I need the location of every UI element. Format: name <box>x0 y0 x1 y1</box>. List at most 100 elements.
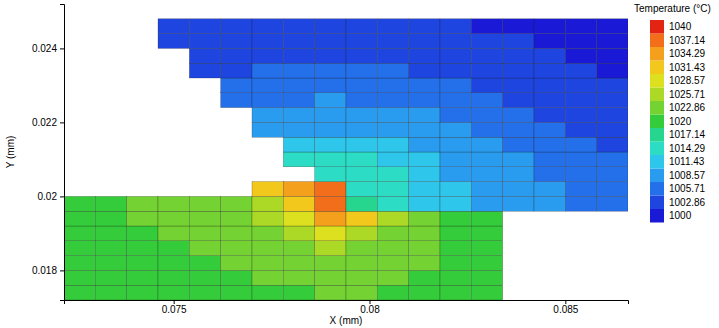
cell <box>471 19 502 34</box>
cell <box>534 93 565 108</box>
cell <box>315 137 346 152</box>
cell <box>565 34 596 49</box>
cell <box>283 256 314 271</box>
cell <box>409 93 440 108</box>
color-bar-box <box>650 34 664 48</box>
cell <box>64 256 95 271</box>
cell <box>471 167 502 182</box>
cell <box>565 93 596 108</box>
color-bar-box <box>650 115 664 129</box>
cell <box>409 241 440 256</box>
y-axis-title: Y (mm) <box>5 136 16 169</box>
cell <box>189 19 220 34</box>
cell <box>409 182 440 197</box>
cell <box>127 241 158 256</box>
cell <box>64 196 95 211</box>
cell <box>346 93 377 108</box>
cell <box>158 196 189 211</box>
cell <box>597 19 628 34</box>
cell <box>471 211 502 226</box>
cell <box>409 285 440 300</box>
cell <box>252 48 283 63</box>
cell <box>440 256 471 271</box>
cell <box>64 241 95 256</box>
cell <box>189 285 220 300</box>
cell <box>283 122 314 137</box>
cell <box>503 48 534 63</box>
cell <box>565 122 596 137</box>
color-bar-box <box>650 20 664 34</box>
cell <box>440 152 471 167</box>
cell <box>95 211 126 226</box>
cell <box>189 34 220 49</box>
cell <box>534 137 565 152</box>
color-bar-label: 1028.57 <box>669 75 706 86</box>
cell <box>440 241 471 256</box>
cell <box>565 196 596 211</box>
cell <box>221 211 252 226</box>
cell <box>409 211 440 226</box>
cell <box>409 19 440 34</box>
y-tick-label: 0.022 <box>32 117 57 128</box>
cell <box>503 152 534 167</box>
color-bar-box <box>650 195 664 209</box>
cell <box>315 78 346 93</box>
cell <box>597 167 628 182</box>
cell <box>346 152 377 167</box>
cell <box>377 226 408 241</box>
cell <box>440 63 471 78</box>
cell <box>409 256 440 271</box>
cell <box>440 226 471 241</box>
cell <box>283 226 314 241</box>
cell <box>503 19 534 34</box>
cell <box>346 137 377 152</box>
color-bar-label: 1037.14 <box>669 35 706 46</box>
cell <box>440 19 471 34</box>
cell <box>158 256 189 271</box>
cell <box>440 285 471 300</box>
color-bar-box <box>650 60 664 74</box>
cell <box>95 270 126 285</box>
cell <box>346 285 377 300</box>
x-tick: 0.075 <box>162 300 187 315</box>
cell <box>221 196 252 211</box>
cell <box>377 152 408 167</box>
y-tick-mark <box>60 270 64 271</box>
color-bar-box <box>650 141 664 155</box>
cell <box>565 167 596 182</box>
cell <box>597 34 628 49</box>
cell <box>283 108 314 123</box>
x-axis-line <box>65 301 629 305</box>
y-axis: 0.0180.020.0220.024 <box>32 5 65 301</box>
cell <box>503 196 534 211</box>
cell <box>283 196 314 211</box>
cell <box>440 270 471 285</box>
cell <box>283 211 314 226</box>
cell <box>534 63 565 78</box>
color-bar-box <box>650 47 664 61</box>
cell <box>283 285 314 300</box>
cell <box>534 108 565 123</box>
color-bar-label: 1000 <box>669 210 692 221</box>
cell <box>221 93 252 108</box>
cell <box>315 63 346 78</box>
cell <box>252 108 283 123</box>
cell <box>252 285 283 300</box>
cell <box>534 152 565 167</box>
cell <box>565 63 596 78</box>
cell <box>377 270 408 285</box>
cell <box>503 63 534 78</box>
cell <box>377 34 408 49</box>
cell <box>315 19 346 34</box>
cell <box>315 226 346 241</box>
cell <box>346 19 377 34</box>
chart: 0.0750.080.0850.0180.020.0220.024X (mm)Y… <box>0 0 719 328</box>
cell <box>283 63 314 78</box>
color-bar-label: 1008.57 <box>669 170 706 181</box>
cell <box>95 256 126 271</box>
color-bar-box <box>650 182 664 196</box>
color-bar-label: 1020 <box>669 116 692 127</box>
cell <box>503 108 534 123</box>
x-tick-label: 0.075 <box>162 304 187 315</box>
cell <box>440 122 471 137</box>
